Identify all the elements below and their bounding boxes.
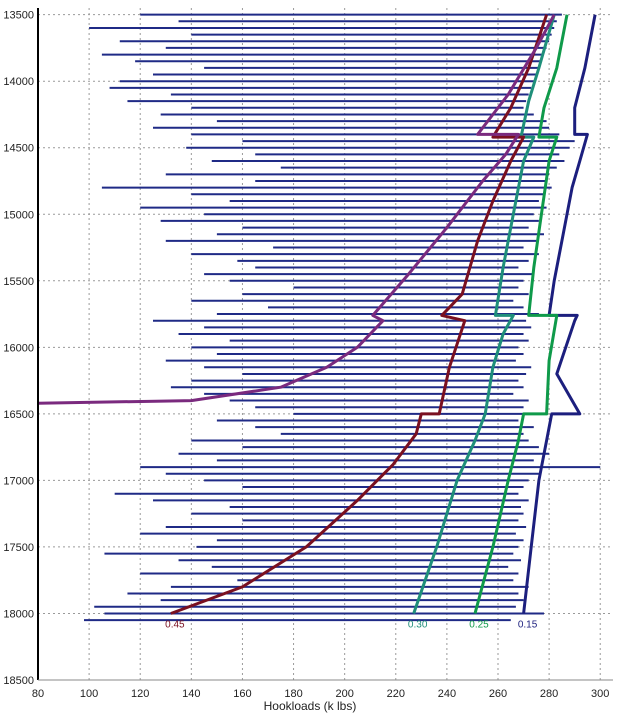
- y-tick-label: 18000: [3, 608, 34, 620]
- curve-0.30: [412, 14, 556, 614]
- model-curves: [37, 13, 597, 615]
- curve-label-0.25: 0.25: [469, 619, 489, 630]
- x-tick-label: 140: [182, 688, 200, 700]
- axes: [37, 8, 613, 681]
- y-tick-label: 18500: [3, 675, 34, 687]
- plot-area: [38, 8, 613, 680]
- y-tick-label: 16000: [3, 342, 34, 354]
- curve-label-0.15: 0.15: [518, 619, 538, 630]
- x-tick-label: 160: [233, 688, 251, 700]
- x-tick-label: 100: [80, 688, 98, 700]
- x-tick-label: 80: [32, 688, 44, 700]
- x-tick-label: 260: [489, 688, 507, 700]
- x-tick-label: 180: [284, 688, 302, 700]
- y-tick-label: 15000: [3, 209, 34, 221]
- x-tick-label: 280: [540, 688, 558, 700]
- tick-labels: 80 100 120 140 160 180 200 220 240 260 280 300 13500…: [3, 10, 609, 700]
- x-tick-label: 120: [131, 688, 149, 700]
- y-tick-label: 16500: [3, 409, 34, 421]
- y-tick-label: 14000: [3, 76, 34, 88]
- curve-0.45: [170, 14, 549, 615]
- measured-hookload-traces: [84, 13, 601, 622]
- y-tick-label: 17500: [3, 542, 34, 554]
- y-tick-label: 15500: [3, 276, 34, 288]
- x-tick-label: 220: [387, 688, 405, 700]
- x-tick-label: 240: [438, 688, 456, 700]
- curve-0.45-upper: [37, 13, 556, 405]
- curve-0.25: [473, 14, 569, 614]
- x-tick-label: 300: [591, 688, 609, 700]
- y-tick-label: 17000: [3, 475, 34, 487]
- x-tick-label: 200: [335, 688, 353, 700]
- y-tick-label: 14500: [3, 143, 34, 155]
- x-axis-title: Hookloads (k lbs): [264, 699, 357, 713]
- curve-labels: 0.15 0.25 0.30 0.45: [165, 619, 538, 630]
- curve-label-0.45: 0.45: [165, 619, 185, 630]
- curve-label-0.30: 0.30: [408, 619, 428, 630]
- y-tick-label: 13500: [3, 10, 34, 22]
